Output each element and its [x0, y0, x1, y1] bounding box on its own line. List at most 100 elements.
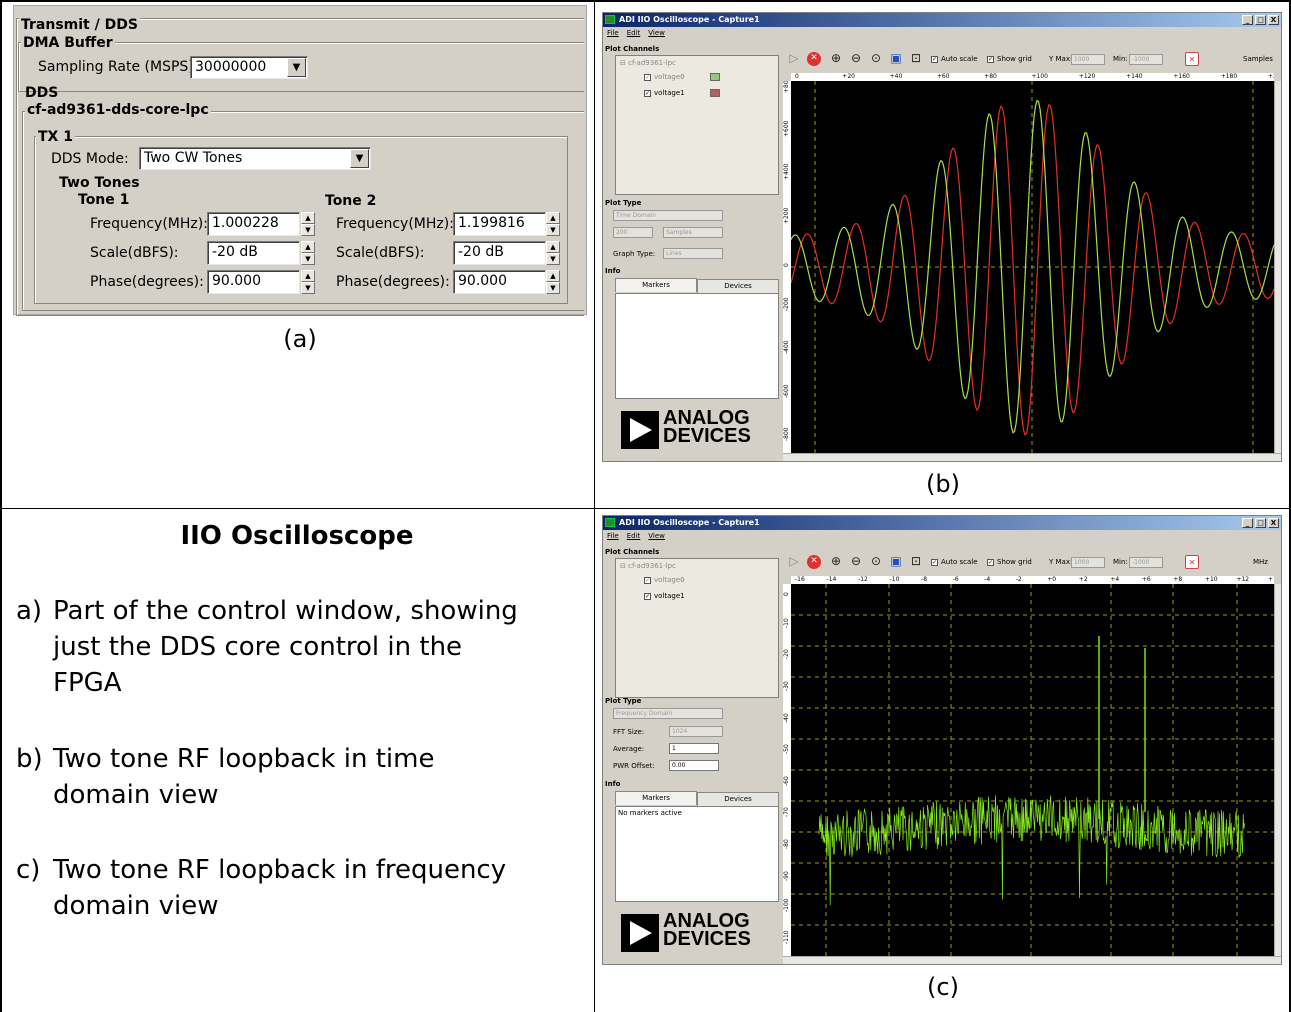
tone2-frequency-field[interactable]: 1.199816 — [453, 212, 546, 236]
x-tick-label: +120 — [1078, 73, 1096, 80]
average-field[interactable]: 1 — [669, 743, 719, 754]
zoom-out-icon[interactable]: ⊖ — [850, 554, 862, 568]
channel-voltage1[interactable]: ✓ voltage1 — [644, 89, 685, 97]
dds-mode-dropdown[interactable]: ▼ — [350, 149, 369, 168]
y-tick-label: -20 — [783, 649, 790, 660]
auto-scale-checkbox[interactable]: ✓ Auto scale — [931, 55, 978, 63]
device-node[interactable]: ⊟ cf-ad9361-lpc — [620, 59, 676, 67]
save-icon[interactable]: ▣ — [890, 554, 902, 568]
stop-icon[interactable]: ✕ — [807, 52, 821, 66]
menu-edit[interactable]: Edit — [626, 29, 641, 37]
plot-toolbar: ▷ ✕ ⊕ ⊖ ⊙ ▣ ⊡ ✓ Auto scale ✓ Show grid Y M… — [785, 554, 1279, 572]
channel-voltage0[interactable]: ✓ voltage0 — [644, 73, 685, 81]
play-icon[interactable]: ▷ — [789, 51, 799, 65]
device-node[interactable]: ⊟ cf-ad9361-lpc — [620, 562, 676, 570]
auto-scale-checkbox[interactable]: ✓ Auto scale — [931, 558, 978, 566]
tone1-scale-spinner[interactable]: ▲ ▼ — [301, 241, 315, 265]
x-tick-label: +40 — [889, 73, 903, 80]
x-tick-label: +10 — [1204, 576, 1218, 583]
x-tick-label: +6 — [1141, 576, 1151, 583]
voltage1-color-swatch[interactable] — [710, 89, 720, 97]
tone2-scale-field[interactable]: -20 dB — [453, 241, 546, 265]
window-titlebar: ADI IIO Oscilloscope - Capture1 _ □ X — [603, 13, 1281, 27]
minimize-button[interactable]: _ — [1242, 518, 1253, 528]
plot-vscrollbar[interactable] — [1274, 81, 1281, 453]
stop-icon[interactable]: ✕ — [807, 555, 821, 569]
samples-unit-select[interactable]: Samples — [663, 227, 723, 238]
ymin-field[interactable]: -1000 — [1129, 54, 1163, 65]
sampling-rate-dropdown[interactable]: ▼ — [287, 58, 306, 77]
close-button[interactable]: X — [1268, 518, 1279, 528]
x-tick-label: +200 — [1268, 73, 1274, 80]
tone1-phase-spinner[interactable]: ▲ ▼ — [301, 270, 315, 294]
menu-view[interactable]: View — [648, 29, 665, 37]
ymax-field[interactable]: 1000 — [1071, 557, 1105, 568]
core-title: cf-ad9361-dds-core-lpc — [25, 102, 211, 118]
samples-count-field[interactable]: 200 — [613, 227, 653, 238]
ymin-field[interactable]: -1000 — [1129, 557, 1163, 568]
ymax-field[interactable]: 1000 — [1071, 54, 1105, 65]
fft-size-select[interactable]: 1024 — [669, 726, 723, 737]
checkbox-icon[interactable]: ✓ — [644, 592, 651, 600]
tab-markers[interactable]: Markers — [615, 791, 697, 805]
menu-view[interactable]: View — [648, 532, 665, 540]
tab-devices[interactable]: Devices — [697, 792, 779, 806]
x-tick-label: +180 — [1220, 73, 1238, 80]
menu-file[interactable]: File — [607, 29, 619, 37]
y-axis-ruler: 0 -10 -20 -30 -40 -50 -60 -70 -80 -90 -100 -110 — [783, 584, 791, 956]
play-icon[interactable]: ▷ — [789, 554, 799, 568]
tone2-scale-label: Scale(dBFS): — [336, 245, 425, 261]
channel-voltage1[interactable]: ✓ voltage1 — [644, 592, 685, 600]
tone1-phase-field[interactable]: 90.000 — [207, 270, 300, 294]
tab-devices[interactable]: Devices — [697, 279, 779, 293]
tab-markers[interactable]: Markers — [615, 278, 697, 292]
plot-channels-label: Plot Channels — [605, 45, 660, 53]
tone1-scale-field[interactable]: -20 dB — [207, 241, 300, 265]
fullscreen-icon[interactable]: ⊡ — [910, 51, 922, 65]
domain-select[interactable]: Frequency Domain — [613, 708, 723, 719]
pwr-offset-field[interactable]: 0.00 — [669, 760, 719, 771]
close-button[interactable]: X — [1268, 15, 1279, 25]
frequency-domain-chart — [791, 584, 1274, 956]
clear-icon[interactable]: ✕ — [1185, 555, 1199, 569]
tone2-scale-spinner[interactable]: ▲ ▼ — [546, 241, 560, 265]
x-tick-label: +140 — [1126, 73, 1143, 80]
tone2-phase-field[interactable]: 90.000 — [453, 270, 546, 294]
menu-file[interactable]: File — [607, 532, 619, 540]
zoom-fit-icon[interactable]: ⊙ — [870, 554, 882, 568]
show-grid-checkbox[interactable]: ✓ Show grid — [987, 558, 1032, 566]
frequency-domain-plot[interactable] — [791, 584, 1274, 956]
channel-voltage0[interactable]: ✓ voltage0 — [644, 576, 685, 584]
plot-hscrollbar[interactable] — [783, 453, 1281, 461]
checkbox-icon[interactable]: ✓ — [644, 89, 651, 97]
tone1-frequency-field[interactable]: 1.000228 — [207, 212, 300, 236]
maximize-button[interactable]: □ — [1255, 518, 1266, 528]
save-icon[interactable]: ▣ — [890, 51, 902, 65]
tone2-phase-spinner[interactable]: ▲ ▼ — [546, 270, 560, 294]
plot-hscrollbar[interactable] — [783, 956, 1281, 964]
tone1-frequency-spinner[interactable]: ▲ ▼ — [301, 212, 315, 236]
domain-select[interactable]: Time Domain — [613, 210, 723, 221]
plot-vscrollbar[interactable] — [1274, 584, 1281, 956]
item-c-line1: Two tone RF loopback in frequency — [53, 855, 507, 885]
zoom-in-icon[interactable]: ⊕ — [830, 51, 842, 65]
tone2-frequency-spinner[interactable]: ▲ ▼ — [546, 212, 560, 236]
voltage0-color-swatch[interactable] — [710, 73, 720, 81]
zoom-in-icon[interactable]: ⊕ — [830, 554, 842, 568]
checkbox-icon[interactable]: ✓ — [644, 576, 651, 584]
clear-icon[interactable]: ✕ — [1185, 52, 1199, 66]
markers-panel: No markers active — [615, 806, 779, 902]
minimize-button[interactable]: _ — [1242, 15, 1253, 25]
dds-mode-select[interactable]: Two CW Tones — [139, 147, 371, 170]
zoom-out-icon[interactable]: ⊖ — [850, 51, 862, 65]
sampling-rate-field[interactable]: 30000000 — [190, 56, 308, 79]
menu-edit[interactable]: Edit — [626, 532, 641, 540]
checkbox-icon[interactable]: ✓ — [644, 73, 651, 81]
maximize-button[interactable]: □ — [1255, 15, 1266, 25]
dds-control-panel: Transmit / DDS DMA Buffer Sampling Rate … — [13, 5, 587, 316]
show-grid-checkbox[interactable]: ✓ Show grid — [987, 55, 1032, 63]
fullscreen-icon[interactable]: ⊡ — [910, 554, 922, 568]
time-domain-plot[interactable] — [790, 81, 1275, 453]
graph-type-select[interactable]: Lines — [663, 248, 723, 259]
zoom-fit-icon[interactable]: ⊙ — [870, 51, 882, 65]
